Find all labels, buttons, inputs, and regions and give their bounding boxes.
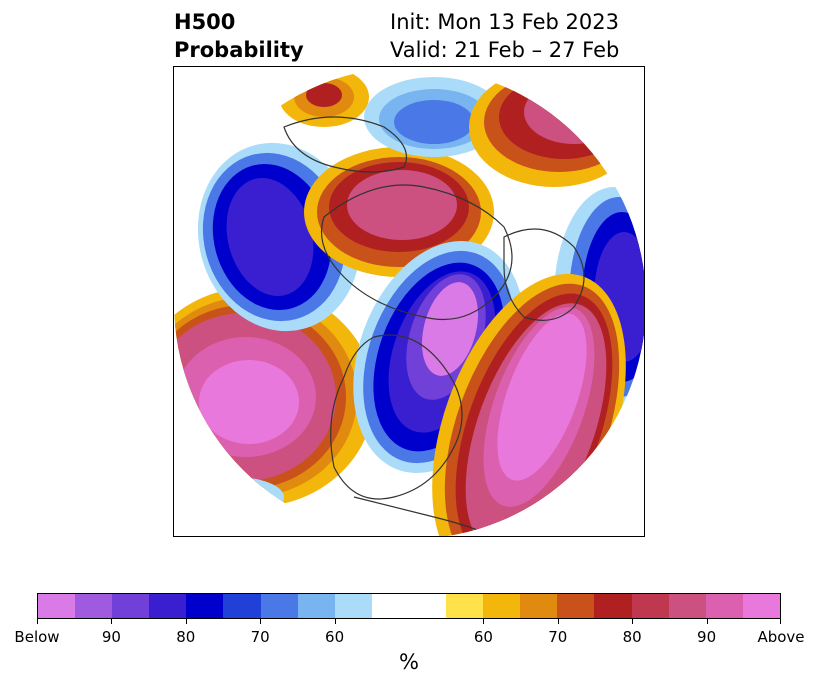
title-variable: H500 (174, 10, 236, 34)
colorbar-tick (185, 619, 187, 624)
shade-southwest (184, 477, 284, 517)
colorbar-segment (149, 594, 187, 618)
colorbar-segment (38, 594, 76, 618)
title-init-date: Init: Mon 13 Feb 2023 (390, 10, 619, 34)
colorbar-unit-label: % (399, 650, 419, 674)
colorbar-segment (520, 594, 558, 618)
colorbar-tick-label: 60 (473, 628, 493, 646)
ridge-arctic (304, 147, 494, 277)
colorbar-tick (111, 619, 113, 624)
colorbar-segment (705, 594, 743, 618)
map-panel (173, 66, 645, 537)
coastlines (283, 116, 585, 536)
colorbar-tick (557, 619, 559, 624)
map-title-left: H500 Probability (174, 8, 304, 64)
colorbar-segment (371, 594, 409, 618)
colorbar-segment (446, 594, 484, 618)
colorbar-segment (557, 594, 595, 618)
colorbar-segment (631, 594, 669, 618)
trough-north (364, 77, 504, 157)
title-field: Probability (174, 38, 304, 62)
colorbar-tick-label: 80 (622, 628, 642, 646)
colorbar-tick-label: 90 (101, 628, 121, 646)
colorbar-tick-label: 70 (250, 628, 270, 646)
colorbar-segment (408, 594, 447, 618)
polar-map (174, 67, 644, 536)
title-valid-range: Valid: 21 Feb – 27 Feb (390, 38, 620, 62)
colorbar-tick-label: 70 (548, 628, 568, 646)
colorbar-segment (223, 594, 261, 618)
map-title-right: Init: Mon 13 Feb 2023 Valid: 21 Feb – 27… (390, 8, 619, 64)
probability-field (174, 67, 644, 536)
colorbar-tick (780, 619, 781, 624)
colorbar-tick-label: 60 (325, 628, 345, 646)
colorbar (37, 593, 781, 619)
colorbar-segment (594, 594, 632, 618)
colorbar-tick (37, 619, 38, 624)
colorbar-segment (186, 594, 224, 618)
colorbar-segment (334, 594, 372, 618)
colorbar-tick-label: 80 (176, 628, 196, 646)
colorbar-tick-label: Above (757, 628, 805, 646)
ridge-northeast (469, 67, 639, 187)
colorbar-tick-label: Below (14, 628, 60, 646)
colorbar-tick (706, 619, 708, 624)
colorbar-tick (483, 619, 485, 624)
colorbar-segment (483, 594, 521, 618)
colorbar-tick (260, 619, 262, 624)
colorbar-segment (75, 594, 113, 618)
colorbar-tick (632, 619, 634, 624)
colorbar-tick-label: 90 (697, 628, 717, 646)
colorbar-segment (297, 594, 335, 618)
colorbar-segment (742, 594, 780, 618)
colorbar-segment (668, 594, 706, 618)
colorbar-segment (112, 594, 150, 618)
colorbar-segment (260, 594, 298, 618)
colorbar-tick (334, 619, 336, 624)
